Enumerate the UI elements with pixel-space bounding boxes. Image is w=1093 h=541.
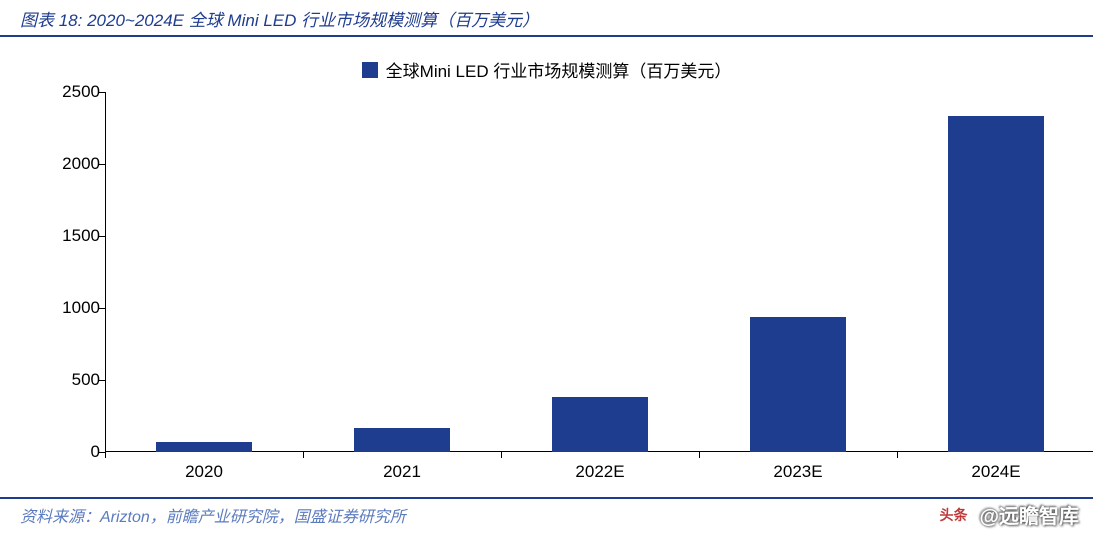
chart-source: 资料来源：Arizton，前瞻产业研究院，国盛证券研究所 — [20, 509, 406, 526]
y-tick-label: 2000 — [50, 154, 100, 174]
y-tick-mark — [99, 164, 105, 165]
y-tick-label: 1500 — [50, 226, 100, 246]
bar — [552, 397, 647, 452]
y-tick-mark — [99, 236, 105, 237]
chart-plot: 05001000150020002500202020212022E2023E20… — [105, 92, 1093, 452]
x-tick-label: 2023E — [773, 462, 822, 482]
y-axis — [105, 92, 106, 452]
y-tick-mark — [99, 308, 105, 309]
bar — [156, 442, 251, 452]
y-tick-mark — [99, 92, 105, 93]
x-tick-label: 2022E — [575, 462, 624, 482]
legend-swatch — [362, 62, 378, 78]
y-tick-mark — [99, 380, 105, 381]
x-tick-label: 2021 — [383, 462, 421, 482]
watermark: 头条 @远瞻智库 — [933, 500, 1079, 529]
chart-title: 图表 18: 2020~2024E 全球 Mini LED 行业市场规模测算（百… — [20, 11, 539, 30]
chart-source-bar: 资料来源：Arizton，前瞻产业研究院，国盛证券研究所 — [0, 497, 1093, 533]
x-tick-mark — [699, 452, 700, 458]
watermark-handle: @远瞻智库 — [979, 500, 1079, 529]
chart-legend: 全球Mini LED 行业市场规模测算（百万美元） — [50, 57, 1043, 82]
x-tick-mark — [897, 452, 898, 458]
y-tick-label: 2500 — [50, 82, 100, 102]
bar — [354, 428, 449, 452]
x-tick-label: 2020 — [185, 462, 223, 482]
x-tick-mark — [501, 452, 502, 458]
bar — [948, 116, 1043, 452]
y-tick-label: 0 — [50, 442, 100, 462]
chart-title-bar: 图表 18: 2020~2024E 全球 Mini LED 行业市场规模测算（百… — [0, 0, 1093, 37]
watermark-badge: 头条 — [933, 504, 973, 526]
x-tick-mark — [303, 452, 304, 458]
chart-area: 全球Mini LED 行业市场规模测算（百万美元） 05001000150020… — [0, 37, 1093, 497]
bar — [750, 317, 845, 452]
y-tick-label: 500 — [50, 370, 100, 390]
legend-label: 全球Mini LED 行业市场规模测算（百万美元） — [386, 57, 732, 82]
x-tick-mark — [105, 452, 106, 458]
y-tick-label: 1000 — [50, 298, 100, 318]
x-tick-label: 2024E — [971, 462, 1020, 482]
